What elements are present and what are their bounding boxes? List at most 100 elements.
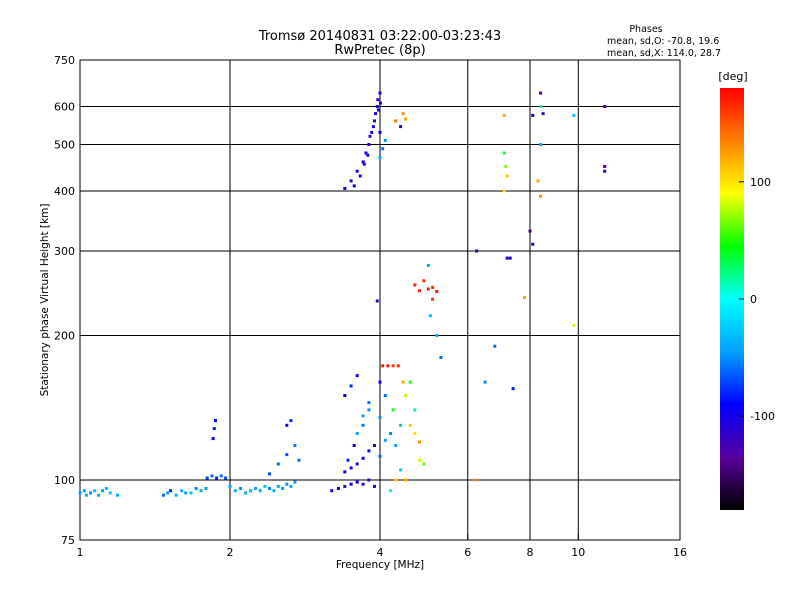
- colorbar-tick-label: -100: [750, 410, 775, 423]
- data-point: [108, 491, 112, 495]
- data-point: [361, 482, 365, 486]
- data-point: [404, 394, 407, 397]
- data-point: [343, 394, 347, 397]
- data-point: [254, 487, 257, 490]
- data-point: [493, 344, 497, 348]
- data-point: [391, 364, 395, 368]
- data-point: [401, 112, 405, 116]
- data-point: [355, 169, 359, 173]
- data-point: [373, 444, 376, 447]
- data-point: [268, 487, 271, 490]
- data-point: [399, 423, 403, 427]
- x-tick-label: 2: [227, 546, 234, 559]
- data-point: [370, 130, 374, 134]
- data-point: [504, 165, 508, 168]
- colorbar-ticks: 100 0 -100: [739, 176, 775, 423]
- data-point: [199, 489, 203, 493]
- data-point: [375, 299, 379, 303]
- data-point: [381, 147, 385, 151]
- data-point: [214, 419, 217, 423]
- data-point: [276, 462, 280, 466]
- data-point: [228, 484, 232, 488]
- data-point: [366, 153, 370, 157]
- data-point: [361, 160, 365, 164]
- data-point: [355, 374, 359, 378]
- data-point: [224, 476, 228, 480]
- data-point: [219, 474, 223, 478]
- colorbar-label: [deg]: [718, 70, 747, 83]
- data-point: [572, 323, 576, 327]
- data-point: [413, 432, 417, 435]
- data-point: [355, 462, 359, 466]
- data-point: [355, 432, 359, 435]
- data-point: [426, 263, 430, 267]
- data-point: [367, 408, 371, 412]
- data-point: [483, 380, 487, 384]
- data-point: [373, 484, 376, 488]
- data-point: [205, 476, 209, 480]
- data-point: [93, 489, 97, 493]
- y-tick-label: 600: [54, 101, 75, 114]
- data-point: [439, 356, 443, 359]
- data-point: [508, 256, 512, 260]
- data-point: [89, 491, 93, 495]
- data-point: [349, 482, 353, 486]
- data-point: [169, 489, 173, 493]
- data-point: [361, 423, 365, 427]
- data-point: [297, 458, 301, 462]
- data-point: [101, 489, 105, 493]
- data-point: [394, 478, 398, 482]
- data-point: [399, 125, 403, 129]
- data-point: [104, 487, 108, 490]
- data-point: [383, 394, 387, 397]
- stats-heading: Phases: [629, 24, 662, 35]
- data-point: [539, 143, 543, 146]
- data-point: [413, 408, 417, 412]
- y-tick-label: 100: [54, 474, 75, 487]
- data-point: [268, 472, 271, 476]
- data-point: [418, 440, 421, 444]
- data-point: [161, 493, 165, 497]
- data-point: [386, 364, 390, 368]
- data-point: [391, 408, 395, 412]
- data-point: [212, 427, 216, 431]
- data-point: [116, 493, 120, 497]
- colorbar-tick-label: 0: [750, 293, 757, 306]
- data-point: [531, 242, 535, 246]
- x-tick-label: 10: [571, 546, 585, 559]
- data-point: [408, 380, 412, 384]
- data-point: [189, 491, 193, 495]
- data-point: [293, 444, 297, 447]
- data-point: [239, 487, 243, 490]
- data-point: [505, 174, 509, 178]
- grid-lines: [79, 59, 681, 541]
- data-point: [184, 491, 188, 495]
- data-point: [352, 184, 356, 188]
- data-point: [364, 151, 368, 155]
- data-point: [378, 91, 382, 95]
- data-point: [174, 493, 178, 497]
- y-tick-label: 500: [54, 139, 75, 152]
- data-point: [367, 449, 371, 453]
- data-point: [336, 487, 340, 490]
- x-tick-label: 6: [464, 546, 471, 559]
- data-point: [211, 437, 215, 441]
- y-tick-labels: 75 100 200 300 400 500 600 750: [54, 54, 75, 547]
- colorbar-tick-label: 100: [750, 176, 771, 189]
- data-point: [373, 119, 376, 123]
- data-point: [82, 489, 86, 493]
- data-point: [379, 101, 382, 105]
- data-point: [368, 134, 372, 138]
- data-point: [536, 179, 540, 183]
- data-point: [381, 364, 385, 368]
- data-point: [394, 119, 398, 123]
- data-point: [352, 444, 356, 447]
- data-points: [78, 91, 607, 497]
- data-point: [343, 470, 347, 474]
- data-point: [367, 143, 371, 146]
- data-point: [233, 489, 237, 493]
- data-point: [378, 380, 382, 384]
- data-point: [418, 458, 421, 462]
- data-point: [505, 256, 509, 260]
